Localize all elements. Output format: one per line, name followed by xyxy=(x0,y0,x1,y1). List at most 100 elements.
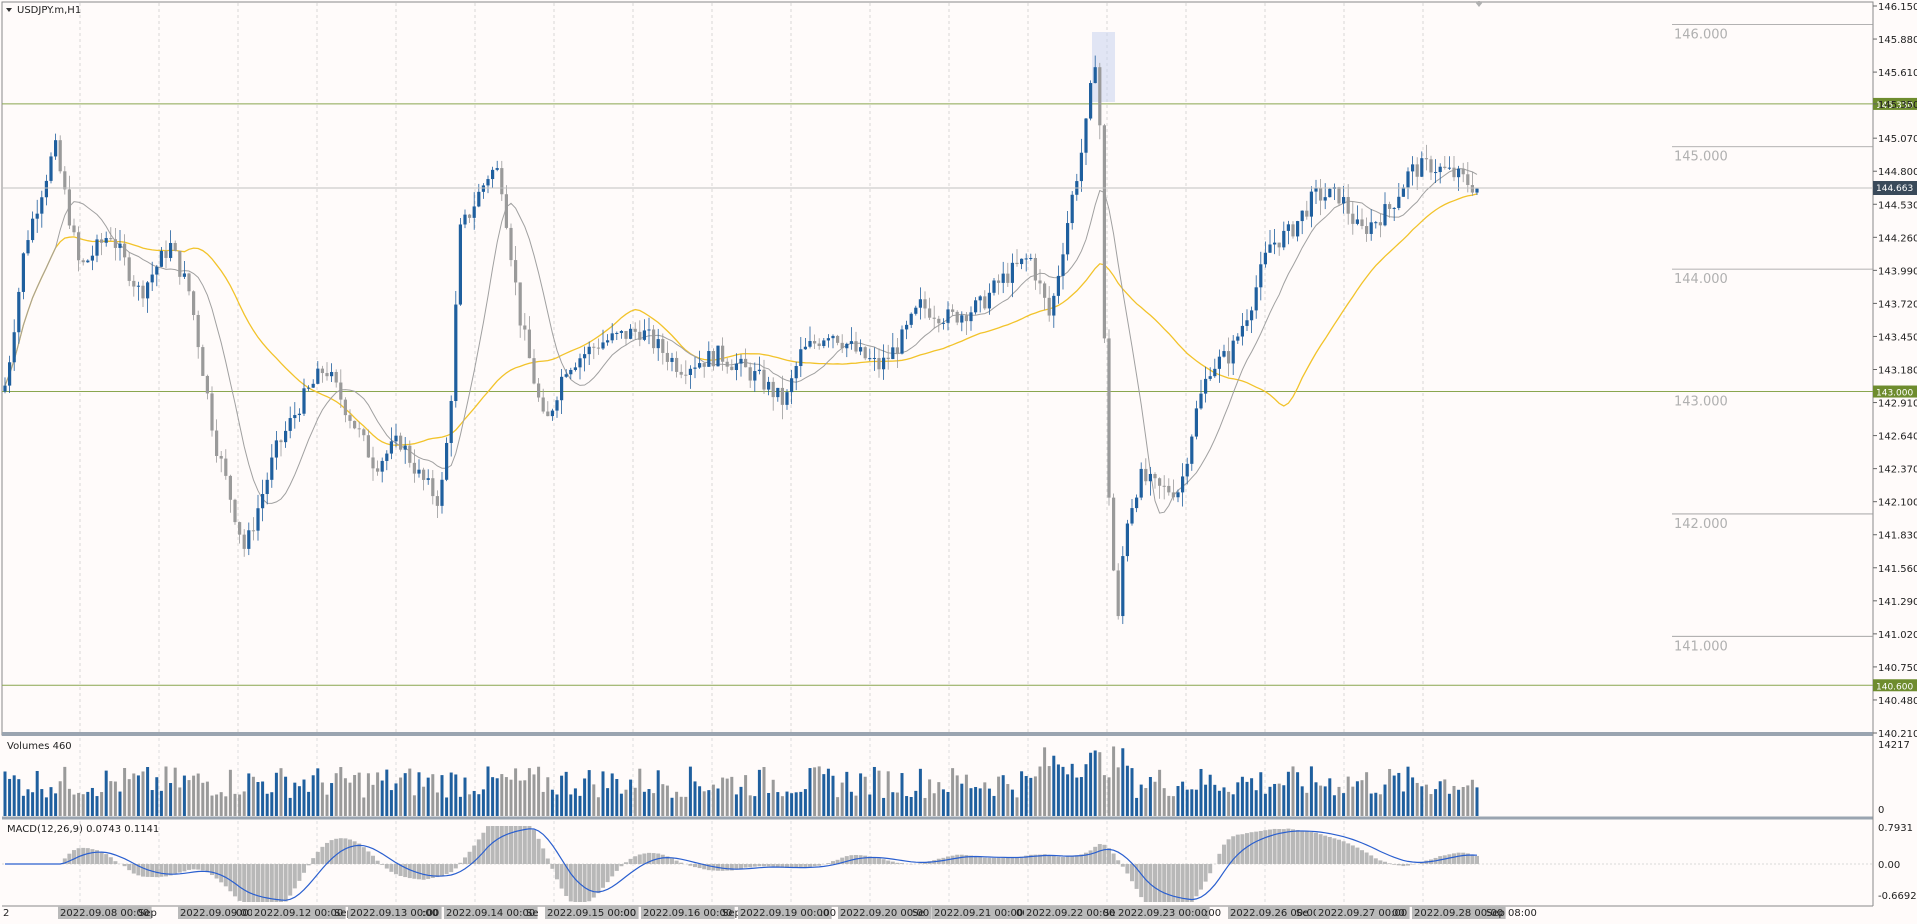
candle xyxy=(1158,478,1161,486)
macd-histogram-bar xyxy=(1452,853,1456,864)
volume-bar xyxy=(753,796,756,816)
volume-bar xyxy=(993,796,996,816)
volume-bar xyxy=(960,784,963,816)
macd-histogram-bar xyxy=(1121,864,1125,867)
macd-histogram-bar xyxy=(583,864,587,902)
candle xyxy=(1103,125,1106,338)
candle xyxy=(1397,197,1400,208)
candle xyxy=(413,463,416,474)
volume-bar xyxy=(395,783,398,816)
candle xyxy=(1291,224,1294,236)
x-axis-label: 2022.09.22 00:00 xyxy=(1026,908,1115,919)
volume-bar xyxy=(1227,792,1230,816)
volume-bar xyxy=(1365,772,1368,816)
macd-histogram-bar xyxy=(615,864,619,871)
window-menu[interactable]: USDJPY.m,H1 xyxy=(6,5,81,16)
candle xyxy=(785,392,788,405)
candle xyxy=(335,372,338,383)
candle xyxy=(1471,185,1474,193)
volume-bar xyxy=(427,778,430,816)
candle xyxy=(624,331,627,339)
volume-bar xyxy=(408,769,411,816)
macd-histogram-bar xyxy=(320,847,324,864)
volume-bar xyxy=(201,783,204,816)
volume-bar xyxy=(445,797,448,816)
volume-bar xyxy=(809,768,812,816)
candle xyxy=(804,347,807,350)
volume-bar xyxy=(928,779,931,816)
candle xyxy=(22,253,25,292)
candle xyxy=(1107,338,1110,497)
volume-bar xyxy=(606,788,609,816)
candle xyxy=(206,376,209,393)
macd-histogram-bar xyxy=(1314,833,1318,864)
macd-histogram-bar xyxy=(619,864,623,866)
macd-histogram-bar xyxy=(633,856,637,864)
macd-histogram-bar xyxy=(813,864,817,866)
volume-axis-min: 0 xyxy=(1878,805,1884,816)
volume-bar xyxy=(588,770,591,816)
volume-bar xyxy=(988,789,991,816)
volume-bar xyxy=(151,790,154,816)
volume-bar xyxy=(970,788,973,816)
candle xyxy=(440,480,443,506)
candle xyxy=(1094,67,1097,83)
candle xyxy=(293,415,296,418)
candle xyxy=(1241,326,1244,337)
candle xyxy=(560,377,563,400)
volume-bar xyxy=(77,793,80,816)
volume-bar xyxy=(1163,788,1166,816)
volume-bar xyxy=(1158,770,1161,816)
candle xyxy=(1227,351,1230,363)
volume-bar xyxy=(1370,794,1373,816)
macd-histogram-bar xyxy=(1222,845,1226,864)
macd-histogram-bar xyxy=(495,826,499,864)
candle xyxy=(666,353,669,362)
macd-histogram-bar xyxy=(307,864,311,865)
macd-histogram-bar xyxy=(601,864,605,888)
volume-bar xyxy=(1466,785,1469,816)
macd-histogram-bar xyxy=(1098,844,1102,864)
volume-bar xyxy=(1135,798,1138,816)
candle xyxy=(1429,159,1432,172)
macd-histogram-bar xyxy=(693,864,697,867)
volume-bar xyxy=(1075,778,1078,816)
macd-histogram-bar xyxy=(242,864,246,902)
volume-bar xyxy=(1011,790,1014,816)
candle xyxy=(882,358,885,370)
volume-bar xyxy=(740,787,743,816)
macd-histogram-bar xyxy=(767,864,771,866)
macd-histogram-bar xyxy=(357,844,361,864)
candle xyxy=(1443,167,1446,168)
volume-bar xyxy=(339,767,342,816)
volume-bar xyxy=(1209,775,1212,816)
candle xyxy=(647,329,650,330)
volume-bar xyxy=(556,794,559,816)
macd-histogram-bar xyxy=(983,858,987,864)
volume-bar xyxy=(1108,777,1111,816)
macd-histogram-bar xyxy=(918,863,922,864)
price-tick-label: 142.100 xyxy=(1878,498,1917,509)
candle xyxy=(919,299,922,307)
candle xyxy=(1015,263,1018,264)
candle xyxy=(670,358,673,362)
candle xyxy=(358,428,361,429)
candle xyxy=(519,282,522,325)
volume-bar xyxy=(1131,768,1134,816)
macd-histogram-bar xyxy=(895,863,899,864)
volume-bar xyxy=(178,787,181,816)
volume-bar xyxy=(1407,767,1410,816)
candle xyxy=(109,238,112,239)
macd-histogram-bar xyxy=(1406,864,1410,866)
volume-bar xyxy=(436,792,439,816)
volume-bar xyxy=(914,791,917,816)
macd-histogram-bar xyxy=(808,864,812,867)
volume-bar xyxy=(694,781,697,816)
macd-histogram-bar xyxy=(592,864,596,898)
macd-histogram-bar xyxy=(293,864,297,888)
volume-bar xyxy=(868,795,871,816)
candle xyxy=(1066,223,1069,254)
candle xyxy=(808,341,811,347)
